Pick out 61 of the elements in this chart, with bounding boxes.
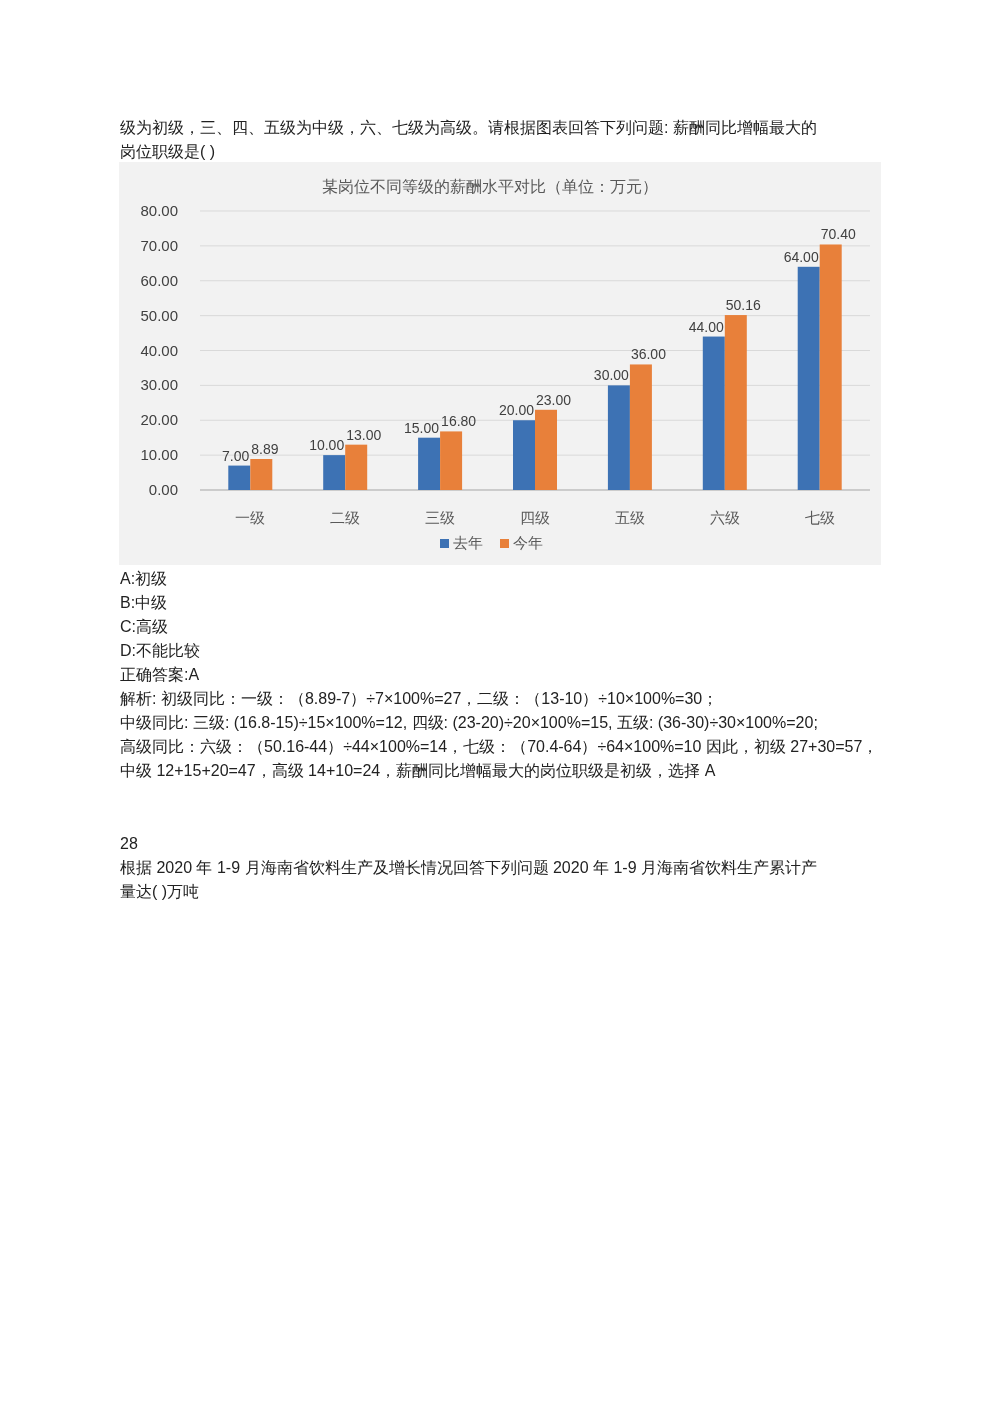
y-tick-label: 30.00 — [140, 376, 178, 394]
bar — [797, 266, 820, 490]
y-tick-label: 20.00 — [140, 411, 178, 429]
text: A:初级 — [120, 570, 168, 587]
bar — [607, 385, 630, 490]
bar — [323, 455, 346, 490]
data-label: 36.00 — [630, 346, 667, 363]
x-tick-label: 四级 — [520, 509, 550, 526]
data-label: 13.00 — [346, 426, 382, 443]
bar — [724, 315, 747, 490]
text: 中级 12+15+20=47，高级 14+10=24，薪酬同比增幅最大的岗位职级是初级，选择 A — [120, 762, 716, 779]
text: 级为初级，三、四、五级为中级，六、七级为高级。请根据图表回答下列问题: 薪酬同比增幅最大的 — [120, 119, 817, 136]
data-label: 70.40 — [820, 226, 856, 243]
bar — [819, 244, 842, 490]
bar — [702, 336, 725, 490]
y-tick-label: 80.00 — [140, 202, 178, 219]
text: 岗位职级是( ) — [120, 143, 216, 160]
x-tick-label: 七级 — [804, 509, 835, 526]
bar — [535, 409, 557, 490]
data-label: 23.00 — [536, 391, 572, 408]
text: D:不能比较 — [120, 642, 200, 659]
chart-title: 某岗位不同等级的薪酬水平对比（单位：万元） — [322, 178, 658, 195]
data-label: 30.00 — [593, 367, 630, 384]
y-tick-label: 60.00 — [140, 271, 178, 289]
bar — [345, 444, 368, 490]
data-label: 50.16 — [725, 297, 762, 314]
data-label: 20.00 — [498, 402, 535, 419]
data-label: 8.89 — [251, 441, 279, 457]
data-label: 44.00 — [688, 318, 724, 335]
data-label: 7.00 — [222, 447, 250, 464]
y-tick-label: 40.00 — [140, 341, 178, 359]
y-tick-label: 10.00 — [140, 446, 178, 464]
text: 正确答案:A — [120, 666, 200, 683]
y-tick-label: 70.00 — [140, 236, 178, 254]
text: 根据 2020 年 1-9 月海南省饮料生产及增长情况回答下列问题 2020 年 1-9 月海南省饮料生产累计产 — [120, 859, 817, 876]
legend-label: 去年 — [453, 534, 483, 551]
bar — [629, 364, 652, 490]
data-label: 64.00 — [783, 248, 819, 265]
x-tick-label: 二级 — [330, 509, 361, 526]
text: C:高级 — [120, 618, 168, 635]
text: 28 — [120, 835, 138, 852]
bar — [513, 420, 535, 490]
data-label: 16.80 — [441, 413, 477, 430]
legend-label: 今年 — [513, 534, 543, 551]
text: 高级同比：六级：（50.16-44）÷44×100%=14，七级：（70.4-64）÷64×100%=10 因此，初级 27+30=57， — [120, 738, 879, 755]
text: B:中级 — [120, 594, 168, 611]
bar — [418, 437, 441, 490]
y-tick-label: 50.00 — [140, 306, 178, 324]
x-tick-label: 三级 — [425, 509, 456, 526]
x-tick-label: 六级 — [709, 509, 740, 526]
x-tick-label: 五级 — [614, 509, 645, 526]
y-tick-label: 0.00 — [148, 481, 178, 498]
text: 解析: 初级同比：一级：（8.89-7）÷7×100%=27，二级：（13-10）÷10×100%=30； — [120, 690, 719, 707]
bar — [440, 431, 463, 490]
text: 中级同比: 三级: (16.8-15)÷15×100%=12, 四级: (23-20)÷20×100%=15, 五级: (36-30)÷30×100%=20; — [120, 714, 818, 731]
x-tick-label: 一级 — [235, 509, 266, 526]
bar — [250, 459, 273, 490]
text: 量达( )万吨 — [120, 883, 200, 900]
data-label: 10.00 — [309, 437, 345, 454]
data-label: 15.00 — [404, 419, 440, 436]
bar — [228, 465, 251, 490]
